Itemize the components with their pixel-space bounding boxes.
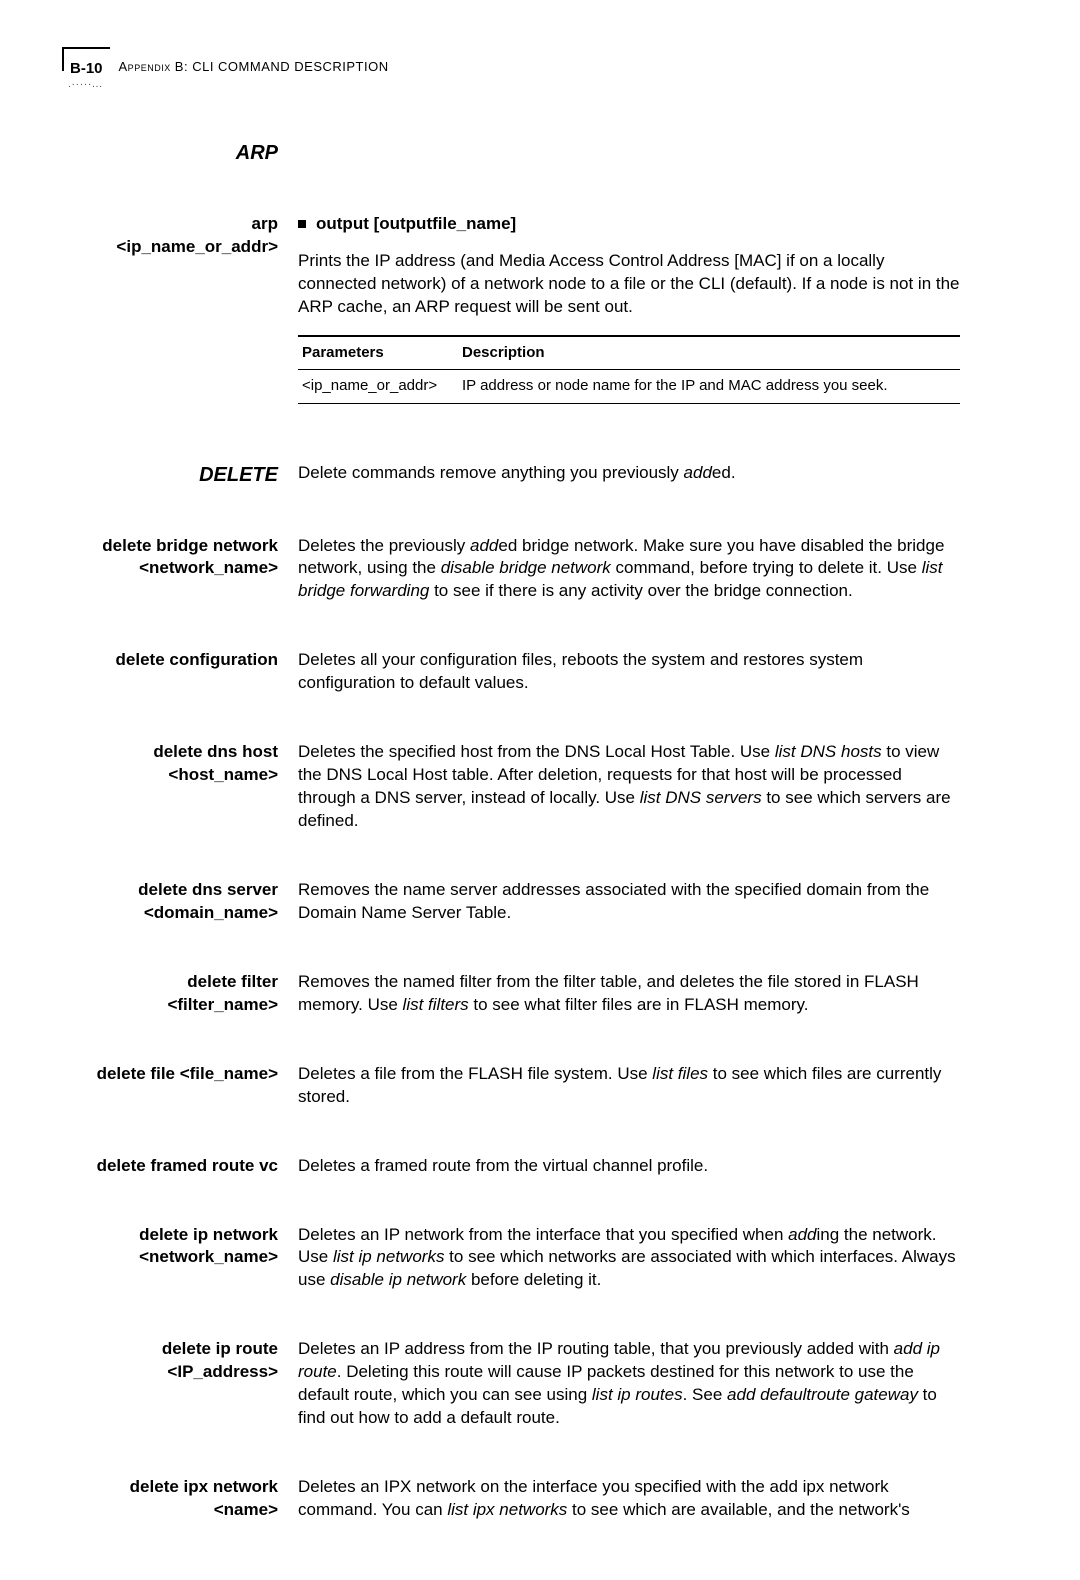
delete-config-desc: Deletes all your configuration files, re…	[298, 649, 960, 695]
cmd-delete-dns-host: delete dns host <host_name>	[70, 741, 298, 833]
delete-ip-network-desc: Deletes an IP network from the interface…	[298, 1224, 960, 1293]
arp-bullet-label: output [outputfile_name]	[316, 214, 516, 233]
delete-file-desc: Deletes a file from the FLASH file syste…	[298, 1063, 960, 1109]
cmd-delete-dns-server: delete dns server <domain_name>	[70, 879, 298, 925]
td-desc: IP address or node name for the IP and M…	[458, 370, 960, 403]
cmd-delete-config: delete configuration	[70, 649, 298, 695]
td-param: <ip_name_or_addr>	[298, 370, 458, 403]
header-subtitle: Appendix B: CLI COMMAND DESCRIPTION	[119, 58, 389, 76]
th-parameters: Parameters	[298, 336, 458, 370]
cmd-arp: arp <ip_name_or_addr>	[70, 213, 298, 403]
arp-output-bullet: output [outputfile_name]	[298, 213, 960, 236]
arp-desc-text: Prints the IP address (and Media Access …	[298, 250, 960, 319]
cmd-delete-framed: delete framed route vc	[70, 1155, 298, 1178]
bullet-icon	[298, 220, 306, 228]
cmd-delete-ip-route: delete ip route <IP_address>	[70, 1338, 298, 1430]
delete-dns-host-desc: Deletes the specified host from the DNS …	[298, 741, 960, 833]
th-description: Description	[458, 336, 960, 370]
delete-ip-route-desc: Deletes an IP address from the IP routin…	[298, 1338, 960, 1430]
cmd-delete-filter: delete filter <filter_name>	[70, 971, 298, 1017]
page-number: B-10	[70, 59, 103, 79]
delete-ipx-network-desc: Deletes an IPX network on the interface …	[298, 1476, 960, 1522]
delete-filter-desc: Removes the named filter from the filter…	[298, 971, 960, 1017]
cmd-delete-ipx-network: delete ipx network <name>	[70, 1476, 298, 1522]
arp-param-table: Parameters Description <ip_name_or_addr>…	[298, 335, 960, 404]
decorative-dots: . · · · · · . . .	[68, 78, 101, 92]
section-title-delete: DELETE	[70, 462, 298, 489]
cmd-delete-bridge: delete bridge network <network_name>	[70, 535, 298, 604]
delete-framed-desc: Deletes a framed route from the virtual …	[298, 1155, 960, 1178]
arp-description: output [outputfile_name] Prints the IP a…	[298, 213, 960, 403]
section-title-arp: ARP	[70, 140, 298, 167]
cmd-arp-l2: <ip_name_or_addr>	[70, 236, 278, 259]
delete-dns-server-desc: Removes the name server addresses associ…	[298, 879, 960, 925]
delete-intro: Delete commands remove anything you prev…	[298, 462, 960, 489]
page-header: B-10 Appendix B: CLI COMMAND DESCRIPTION	[70, 58, 960, 78]
cmd-delete-file: delete file <file_name>	[70, 1063, 298, 1109]
cmd-arp-l1: arp	[70, 213, 278, 236]
delete-bridge-desc: Deletes the previously added bridge netw…	[298, 535, 960, 604]
cmd-delete-ip-network: delete ip network <network_name>	[70, 1224, 298, 1293]
